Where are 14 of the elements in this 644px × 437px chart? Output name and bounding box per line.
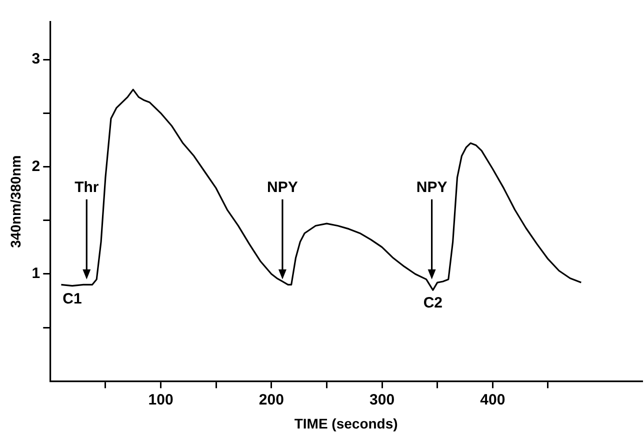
x-tick-label: 100 [148,391,174,408]
x-axis-title: TIME (seconds) [294,415,398,432]
annotation: Thr [74,178,99,196]
annotation: C2 [423,294,443,312]
annotation: NPY [416,178,448,196]
y-axis-title: 340nm/380nm [7,155,24,248]
annotation: NPY [267,178,298,196]
y-tick-label: 3 [32,50,40,68]
x-tick-label: 300 [370,391,395,408]
x-tick-label: 400 [480,391,506,408]
x-tick-label: 200 [258,391,284,408]
annotation: C1 [62,290,82,308]
y-tick-label: 2 [32,158,40,175]
y-tick-label: 1 [32,265,40,282]
